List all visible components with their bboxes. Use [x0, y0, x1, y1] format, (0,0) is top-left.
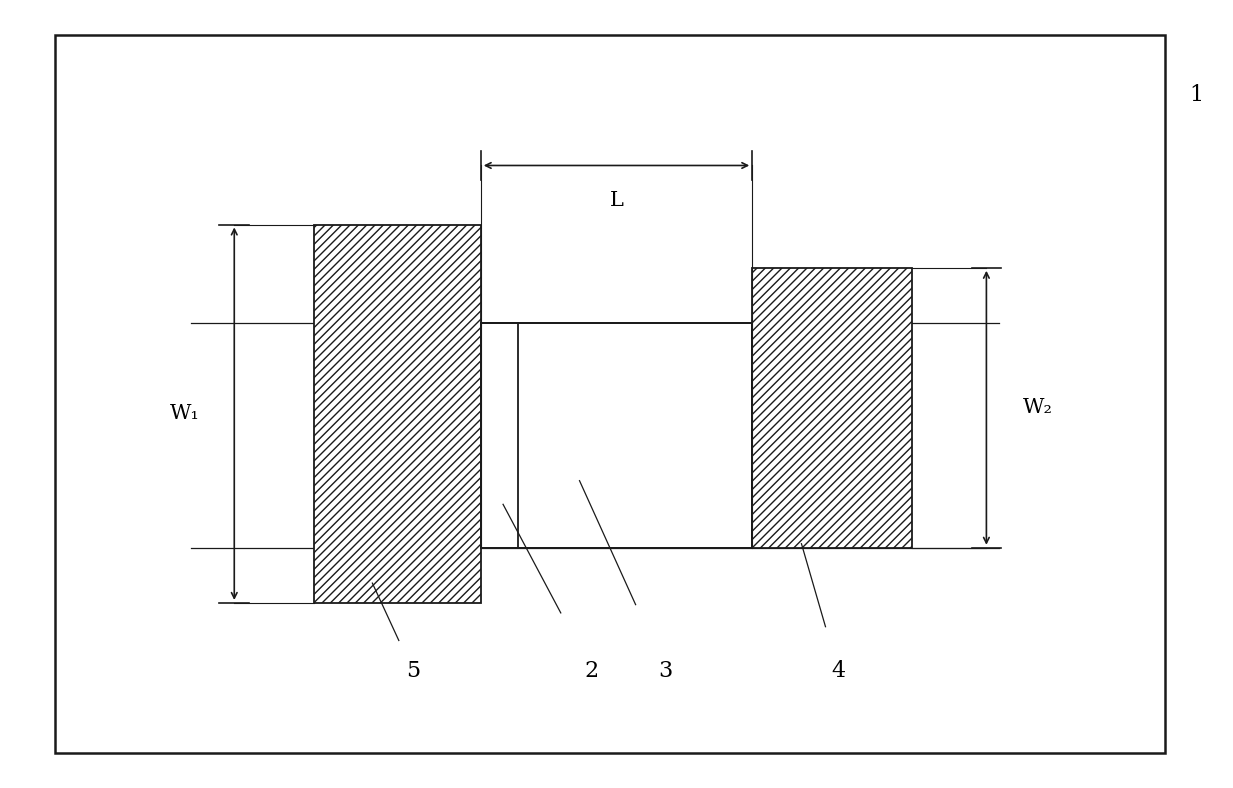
Bar [314, 225, 481, 603]
Bar [752, 268, 912, 548]
Text: 3: 3 [658, 660, 673, 682]
Text: 4: 4 [831, 660, 846, 682]
Bar [481, 323, 752, 548]
Text: 5: 5 [406, 660, 420, 682]
Text: W₂: W₂ [1023, 398, 1053, 418]
Text: 1: 1 [1189, 84, 1203, 106]
Text: 2: 2 [584, 660, 599, 682]
Text: L: L [609, 191, 624, 210]
Bar [481, 323, 518, 548]
Bar [481, 323, 752, 548]
Text: W₁: W₁ [170, 404, 200, 423]
